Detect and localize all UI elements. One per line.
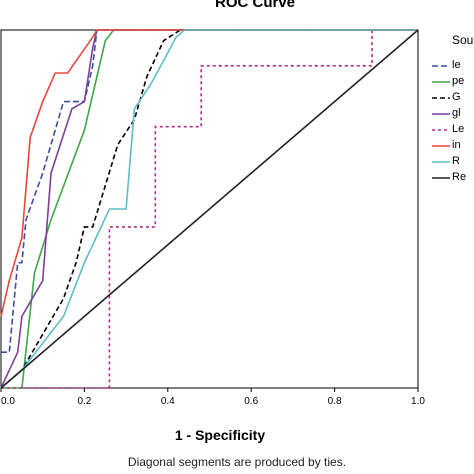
x-axis-label: 1 - Specificity xyxy=(174,427,266,443)
series-line-3 xyxy=(0,29,418,389)
series-layer xyxy=(0,29,419,389)
legend-swatch-6 xyxy=(432,161,450,163)
legend-item-3: gl xyxy=(430,107,474,121)
legend-swatch-7 xyxy=(432,177,450,179)
legend-label-3: gl xyxy=(452,107,461,119)
legend-label-5: in xyxy=(452,139,461,151)
legend-swatch-4 xyxy=(432,129,450,131)
legend-label-1: pe xyxy=(452,75,465,87)
legend-item-5: in xyxy=(430,139,474,153)
x-tick-label-0: 0.0 xyxy=(1,396,15,407)
series-line-2 xyxy=(0,29,418,389)
x-tick-label-4: 0.8 xyxy=(328,396,342,407)
legend-item-7: Re xyxy=(430,171,474,185)
series-line-5 xyxy=(0,29,418,317)
legend-item-0: le xyxy=(430,59,474,73)
legend-swatch-0 xyxy=(432,65,450,67)
x-tick-label-2: 0.4 xyxy=(161,396,175,407)
legend-item-6: R xyxy=(430,155,474,169)
chart-footnote: Diagonal segments are produced by ties. xyxy=(127,455,347,469)
legend-swatch-5 xyxy=(432,145,450,147)
legend-label-6: R xyxy=(452,155,460,167)
x-tick-label-1: 0.2 xyxy=(77,396,91,407)
legend-label-0: le xyxy=(452,59,461,71)
legend-item-4: Le xyxy=(430,123,474,137)
legend-label-2: G xyxy=(452,91,461,103)
series-line-4 xyxy=(1,29,418,389)
legend-item-1: pe xyxy=(430,75,474,89)
x-tick-label-5: 1.0 xyxy=(411,396,425,407)
chart-title: ROC Curve xyxy=(214,0,296,11)
legend-label-7: Re xyxy=(452,171,467,183)
legend-swatch-3 xyxy=(432,113,450,115)
x-tick-layer: 0.0 0.2 0.4 0.6 0.8 1.0 xyxy=(0,388,425,407)
legend-swatch-2 xyxy=(432,97,450,99)
x-tick-label-3: 0.6 xyxy=(244,396,258,407)
legend-title: Sou xyxy=(452,33,474,47)
legend-swatch-1 xyxy=(432,81,450,83)
legend-label-4: Le xyxy=(452,123,465,135)
series-line-0 xyxy=(1,29,418,354)
series-line-6 xyxy=(0,29,418,389)
legend-item-2: G xyxy=(430,91,474,105)
series-line-7 xyxy=(0,29,419,389)
